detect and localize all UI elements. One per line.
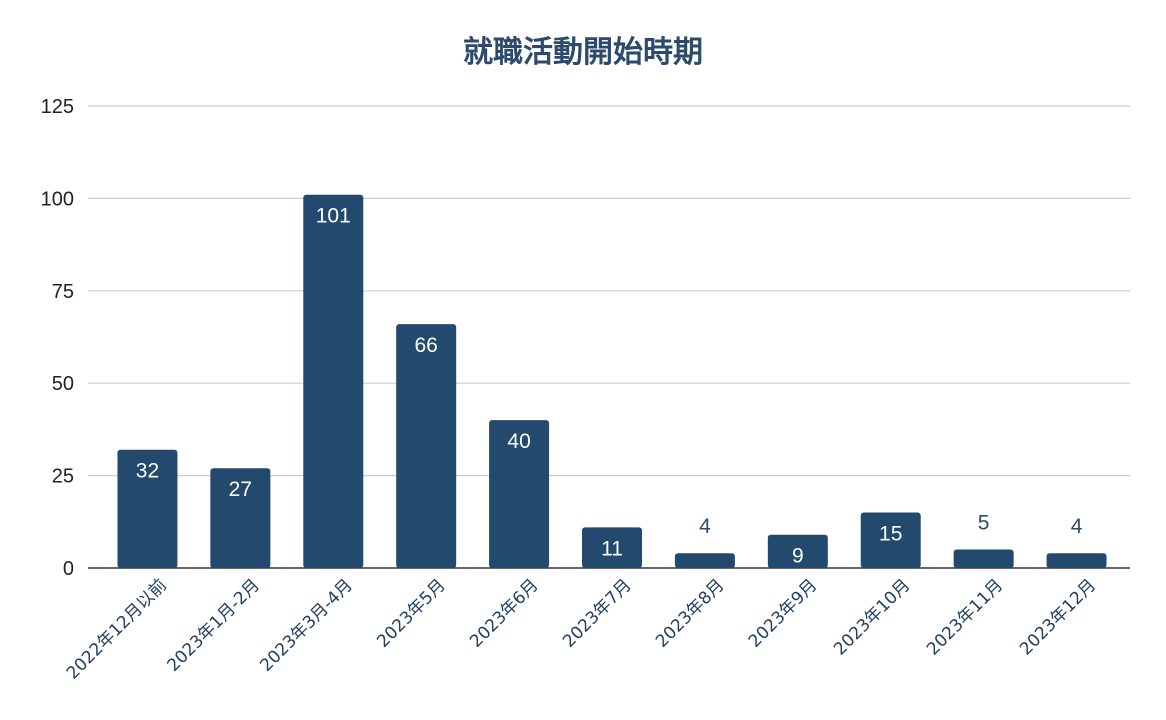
data-label: 4 bbox=[1071, 515, 1083, 538]
y-axis-ticks: 0 25 50 75 100 125 bbox=[41, 96, 74, 580]
data-label: 11 bbox=[601, 537, 623, 560]
x-tick-label: 2023年9月 bbox=[745, 575, 821, 651]
x-tick-label: 2023年5月 bbox=[373, 575, 449, 651]
y-tick-label: 0 bbox=[63, 558, 74, 580]
x-tick-label: 2022年12月以前 bbox=[63, 575, 171, 683]
chart-title: 就職活動開始時期 bbox=[463, 35, 703, 70]
bar bbox=[303, 194, 364, 569]
data-label: 66 bbox=[415, 334, 438, 357]
bar bbox=[210, 468, 271, 568]
x-tick-label: 2023年10月 bbox=[830, 575, 914, 659]
bar bbox=[117, 449, 178, 568]
x-tick-label: 2023年8月 bbox=[652, 575, 728, 651]
bar bbox=[953, 549, 1014, 568]
x-tick-label: 2023年7月 bbox=[559, 575, 635, 651]
data-labels: 32 27 101 66 40 11 4 9 15 5 4 bbox=[136, 205, 1083, 568]
bar bbox=[582, 527, 642, 568]
bar bbox=[860, 512, 921, 568]
data-label: 9 bbox=[792, 545, 804, 568]
y-tick-label: 25 bbox=[52, 466, 74, 488]
data-label: 27 bbox=[229, 478, 252, 501]
bar bbox=[489, 420, 550, 568]
data-label: 101 bbox=[316, 205, 351, 228]
bar bbox=[396, 324, 457, 568]
bar bbox=[1046, 553, 1107, 568]
x-tick-label: 2023年1月-2月 bbox=[163, 575, 263, 675]
y-tick-label: 50 bbox=[52, 373, 74, 395]
data-label: 32 bbox=[136, 460, 159, 483]
x-tick-label: 2023年12月 bbox=[1016, 575, 1100, 659]
y-tick-label: 100 bbox=[41, 188, 74, 210]
x-tick-label: 2023年11月 bbox=[923, 575, 1007, 659]
data-label: 40 bbox=[507, 430, 530, 453]
x-tick-label: 2023年6月 bbox=[466, 575, 542, 651]
bar bbox=[674, 553, 735, 568]
bar bbox=[767, 534, 828, 568]
y-tick-label: 75 bbox=[52, 281, 74, 303]
bars bbox=[117, 194, 1107, 569]
x-tick-label: 2023年3月-4月 bbox=[256, 575, 356, 675]
data-label: 15 bbox=[879, 523, 902, 546]
data-label: 4 bbox=[699, 515, 711, 538]
y-tick-label: 125 bbox=[41, 96, 74, 118]
data-label: 5 bbox=[978, 512, 990, 535]
